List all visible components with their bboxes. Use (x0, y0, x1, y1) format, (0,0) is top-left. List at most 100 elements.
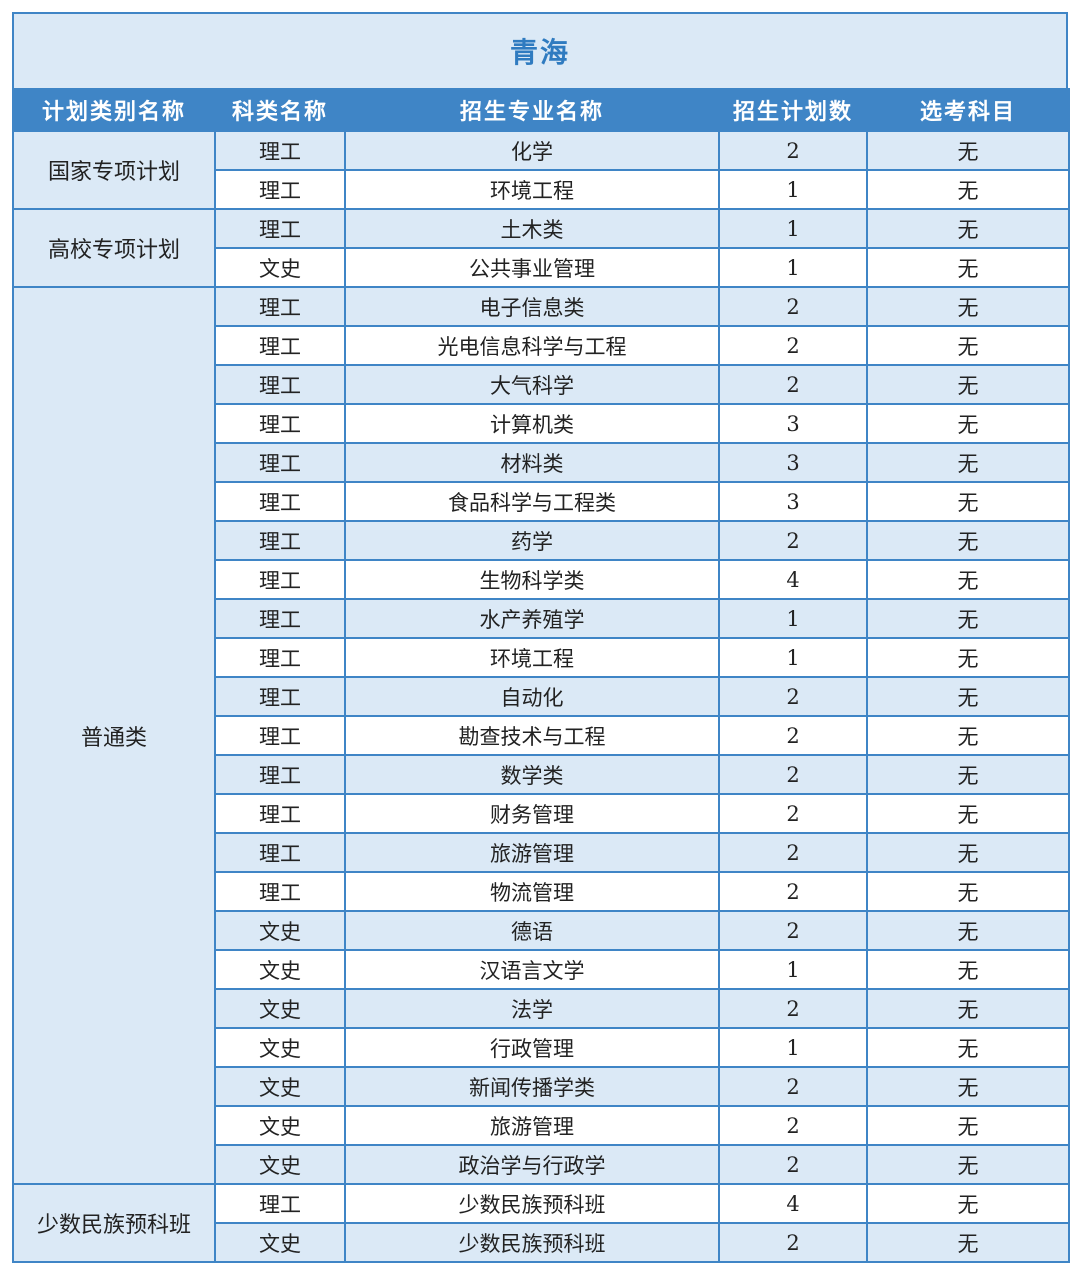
header-plan-count: 招生计划数 (718, 88, 868, 132)
plan-count-cell: 1 (718, 949, 868, 990)
plan-count-cell: 3 (718, 403, 868, 444)
plan-count-cell: 2 (718, 325, 868, 366)
subject-category-cell: 理工 (214, 676, 346, 717)
subject-category-cell: 理工 (214, 637, 346, 678)
plan-category-cell: 普通类 (12, 286, 216, 1185)
table-body: 国家专项计划 理工 化学 2 无理工 环境工程 1 无高校专项计划 理工 土木类 1 无文史 公共事业管… (12, 130, 1070, 1263)
subject-category-cell: 理工 (214, 325, 346, 366)
subject-category-cell: 理工 (214, 520, 346, 561)
plan-count-cell: 3 (718, 442, 868, 483)
elective-subjects-cell: 无 (866, 832, 1070, 873)
major-name-cell: 自动化 (344, 676, 720, 717)
elective-subjects-cell: 无 (866, 1144, 1070, 1185)
elective-subjects-cell: 无 (866, 793, 1070, 834)
table-row: 理工 自动化 2 无 (13, 676, 1070, 717)
major-name-cell: 汉语言文学 (344, 949, 720, 990)
table-row: 少数民族预科班 理工 少数民族预科班 4 无 (12, 1183, 1070, 1263)
elective-subjects-cell: 无 (866, 988, 1070, 1029)
plan-count-cell: 2 (718, 520, 868, 561)
major-name-cell: 新闻传播学类 (344, 1066, 720, 1107)
plan-count-cell: 3 (718, 481, 868, 522)
major-name-cell: 化学 (344, 130, 720, 171)
subject-category-cell: 文史 (214, 1144, 346, 1185)
plan-count-cell: 2 (718, 754, 868, 795)
table-row: 文史 行政管理 1 无 (13, 1027, 1070, 1068)
header-major-name: 招生专业名称 (344, 88, 720, 132)
elective-subjects-cell: 无 (866, 325, 1070, 366)
plan-count-cell: 1 (718, 208, 868, 249)
table-row: 理工 环境工程 1 无 (13, 169, 1070, 210)
plan-category-cell: 高校专项计划 (12, 208, 216, 288)
table-row: 理工 环境工程 1 无 (13, 637, 1070, 678)
elective-subjects-cell: 无 (866, 442, 1070, 483)
elective-subjects-cell: 无 (866, 1222, 1070, 1263)
table-row: 理工 生物科学类 4 无 (13, 559, 1070, 600)
major-name-cell: 环境工程 (344, 637, 720, 678)
subject-category-cell: 文史 (214, 247, 346, 288)
elective-subjects-cell: 无 (866, 403, 1070, 444)
major-name-cell: 行政管理 (344, 1027, 720, 1068)
elective-subjects-cell: 无 (866, 1105, 1070, 1146)
elective-subjects-cell: 无 (866, 637, 1070, 678)
major-name-cell: 旅游管理 (344, 1105, 720, 1146)
admission-plan-table-container: 青海 计划类别名称 科类名称 招生专业名称 招生计划数 选考科目 国家专项计划理… (12, 12, 1070, 1263)
table-row: 文史 德语 2 无 (13, 910, 1070, 951)
table-row: 文史 法学 2 无 (13, 988, 1070, 1029)
elective-subjects-cell: 无 (866, 676, 1070, 717)
major-name-cell: 德语 (344, 910, 720, 951)
subject-category-cell: 理工 (214, 1183, 346, 1224)
elective-subjects-cell: 无 (866, 520, 1070, 561)
header-plan-category: 计划类别名称 (12, 88, 216, 132)
plan-category-cell: 国家专项计划 (12, 130, 216, 210)
table-row: 理工 勘查技术与工程 2 无 (13, 715, 1070, 756)
major-name-cell: 数学类 (344, 754, 720, 795)
page-title: 青海 (509, 36, 570, 69)
plan-count-cell: 4 (718, 1183, 868, 1224)
major-name-cell: 大气科学 (344, 364, 720, 405)
major-name-cell: 勘查技术与工程 (344, 715, 720, 756)
major-name-cell: 光电信息科学与工程 (344, 325, 720, 366)
major-name-cell: 电子信息类 (344, 286, 720, 327)
plan-count-cell: 2 (718, 130, 868, 171)
table-row: 文史 公共事业管理 1 无 (13, 247, 1070, 288)
plan-count-cell: 2 (718, 988, 868, 1029)
plan-count-cell: 2 (718, 1066, 868, 1107)
subject-category-cell: 理工 (214, 364, 346, 405)
subject-category-cell: 文史 (214, 910, 346, 951)
elective-subjects-cell: 无 (866, 871, 1070, 912)
elective-subjects-cell: 无 (866, 247, 1070, 288)
table-row: 理工 旅游管理 2 无 (13, 832, 1070, 873)
major-name-cell: 少数民族预科班 (344, 1222, 720, 1263)
major-name-cell: 旅游管理 (344, 832, 720, 873)
title-bar: 青海 (12, 12, 1068, 88)
major-name-cell: 财务管理 (344, 793, 720, 834)
table-row: 理工 食品科学与工程类 3 无 (13, 481, 1070, 522)
plan-count-cell: 2 (718, 1144, 868, 1185)
elective-subjects-cell: 无 (866, 286, 1070, 327)
plan-count-cell: 2 (718, 793, 868, 834)
plan-count-cell: 1 (718, 637, 868, 678)
elective-subjects-cell: 无 (866, 715, 1070, 756)
subject-category-cell: 理工 (214, 208, 346, 249)
subject-category-cell: 理工 (214, 559, 346, 600)
elective-subjects-cell: 无 (866, 559, 1070, 600)
plan-count-cell: 2 (718, 676, 868, 717)
plan-category-cell: 少数民族预科班 (12, 1183, 216, 1263)
subject-category-cell: 文史 (214, 1222, 346, 1263)
major-name-cell: 土木类 (344, 208, 720, 249)
table-row: 理工 材料类 3 无 (13, 442, 1070, 483)
elective-subjects-cell: 无 (866, 949, 1070, 990)
elective-subjects-cell: 无 (866, 910, 1070, 951)
elective-subjects-cell: 无 (866, 169, 1070, 210)
header-elective-subjects: 选考科目 (866, 88, 1070, 132)
subject-category-cell: 文史 (214, 949, 346, 990)
major-name-cell: 法学 (344, 988, 720, 1029)
plan-count-cell: 2 (718, 871, 868, 912)
major-name-cell: 政治学与行政学 (344, 1144, 720, 1185)
subject-category-cell: 理工 (214, 169, 346, 210)
plan-count-cell: 2 (718, 715, 868, 756)
subject-category-cell: 理工 (214, 832, 346, 873)
table-row: 文史 政治学与行政学 2 无 (13, 1144, 1070, 1185)
plan-count-cell: 2 (718, 286, 868, 327)
subject-category-cell: 理工 (214, 871, 346, 912)
